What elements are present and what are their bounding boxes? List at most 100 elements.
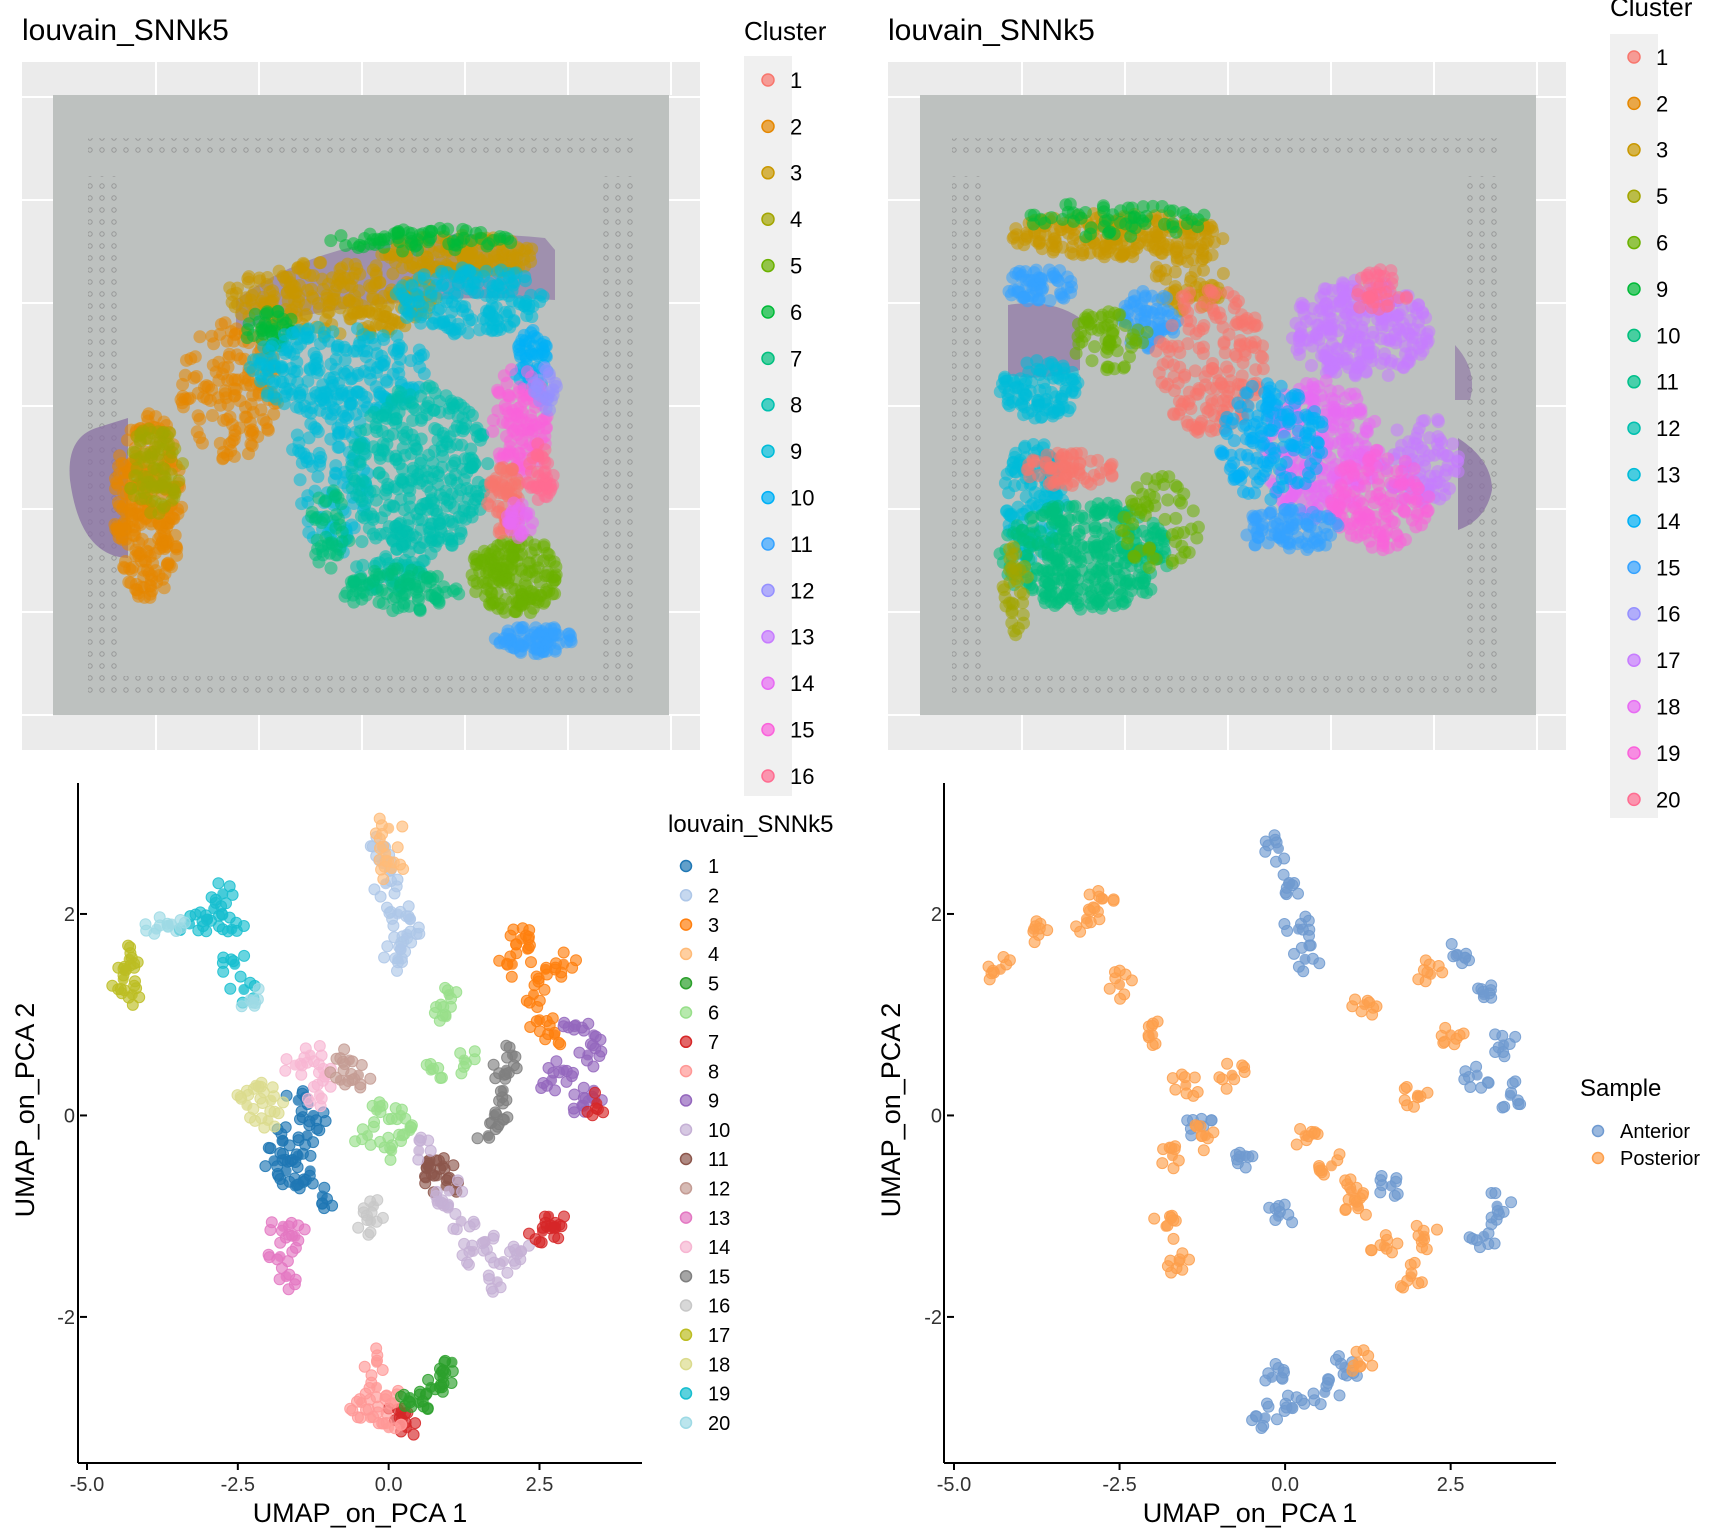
spot [503,517,517,530]
panel-title: louvain_SNNk5 [888,14,1095,47]
spot [142,431,156,445]
spot [1049,363,1063,377]
spot [1374,332,1388,346]
spot [369,418,383,431]
spot [1058,519,1072,533]
spot [424,494,438,508]
spot [416,308,430,322]
spot [1409,492,1423,506]
spot [345,280,359,293]
spot [129,583,143,596]
legend-label: 8 [790,393,802,418]
spot [265,295,279,309]
spot [398,432,412,446]
spot [296,256,310,270]
spot [1287,439,1301,453]
spot [1388,327,1402,341]
spot [487,596,501,609]
spot [1002,486,1016,500]
spot [1142,561,1156,574]
spot [534,288,547,302]
spot [1238,344,1252,358]
spot [456,304,470,318]
gridlines [22,62,700,750]
spot [152,516,166,530]
spot [533,394,547,408]
spot [366,233,380,247]
spot [1322,311,1336,325]
spot [1219,414,1233,428]
spot [420,408,434,422]
spot [460,275,474,288]
spot [515,333,529,347]
spot [1006,271,1020,284]
spot [239,294,253,308]
spot [1161,377,1175,391]
spot [436,450,450,463]
spot [355,535,369,549]
spot [1175,290,1189,304]
spot [488,632,502,646]
spot [505,284,519,298]
spot [228,373,242,387]
spot [297,331,311,345]
spot [383,498,396,512]
spot [1060,571,1074,585]
spot [1339,340,1353,354]
spot [450,289,464,302]
spot [1102,586,1116,600]
spot [491,288,505,302]
spot [1412,315,1425,329]
spot [1191,425,1205,439]
spot [305,459,319,473]
spot [1068,531,1082,545]
spot [1054,451,1067,465]
spot [1390,309,1404,323]
spot [1020,463,1034,477]
spot [473,323,487,337]
spot [513,623,527,637]
spot [188,350,202,364]
spot [345,397,359,411]
spot [329,548,343,562]
spot [430,569,444,583]
spot [324,234,338,248]
spot [322,537,336,550]
spot [1250,451,1264,465]
spot [1186,504,1200,518]
spot [562,627,576,641]
spot [421,571,434,585]
spot [1020,549,1034,563]
spot [1415,414,1429,428]
spot [518,270,532,284]
spot [1412,341,1426,355]
spot [1006,540,1020,554]
spot [1191,520,1205,534]
spot [508,582,522,596]
spot [140,410,154,423]
spot [1305,359,1318,372]
spot [1125,340,1139,354]
spot [1160,291,1173,305]
spot [331,440,345,454]
spot [1004,288,1018,302]
spot [366,292,380,306]
spot [1042,565,1056,578]
spot [1170,251,1184,265]
spot [1100,345,1114,359]
spot [1182,322,1196,336]
spot [1331,324,1345,338]
spot [1409,431,1423,445]
spot [428,422,442,435]
spot [168,486,182,500]
spot [124,482,138,495]
legend-title: Cluster [744,16,827,46]
spot [1331,384,1345,398]
spot [1140,472,1154,486]
spot [1065,240,1079,254]
spot [526,451,540,465]
spot [505,462,519,476]
spot [1035,242,1049,256]
spot [369,318,383,332]
spot [1361,453,1375,467]
